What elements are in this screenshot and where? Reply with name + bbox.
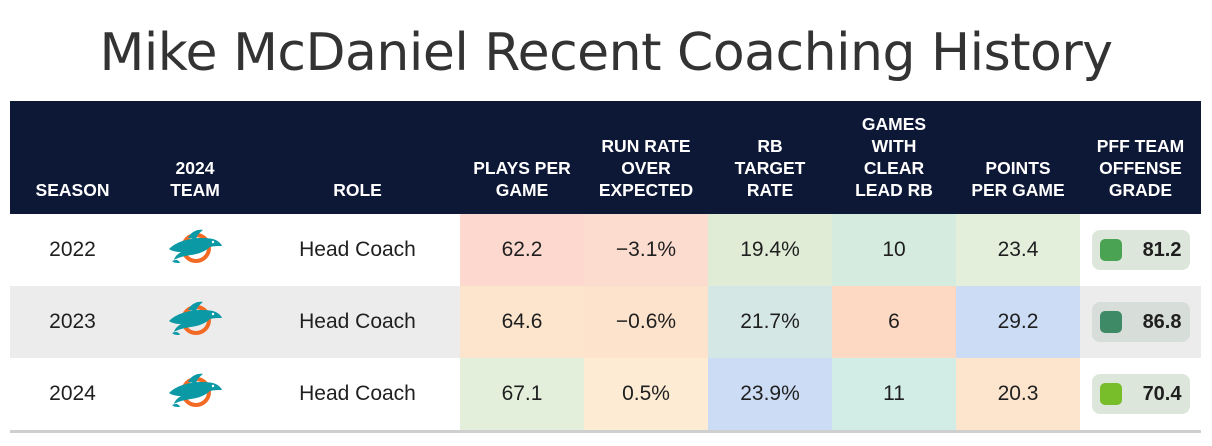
season-cell: 2023	[49, 310, 96, 333]
grade-badge: 86.8	[1091, 302, 1190, 342]
plays-per-game-cell: 67.1	[460, 358, 584, 430]
grade-value: 86.8	[1142, 310, 1182, 333]
season-cell: 2022	[49, 238, 96, 261]
table-header: SEASON 2024 TEAM ROLE PLAYS PER GAME RUN…	[10, 101, 1201, 214]
miami-dolphins-logo-icon	[166, 299, 224, 345]
coaching-history-table: SEASON 2024 TEAM ROLE PLAYS PER GAME RUN…	[10, 101, 1201, 433]
col-header-season[interactable]: SEASON	[35, 180, 110, 200]
table-row: 2024 Head Coach 67.1 0.5% 23.9% 11 20.3 …	[10, 358, 1201, 433]
run-rate-over-expected-cell: 0.5%	[584, 358, 708, 430]
grade-color-swatch	[1099, 239, 1122, 261]
col-header-role[interactable]: ROLE	[333, 180, 382, 200]
rb-target-rate-cell: 23.9%	[708, 358, 832, 430]
grade-value: 70.4	[1142, 382, 1182, 405]
grade-badge: 70.4	[1091, 374, 1190, 414]
rb-target-rate-cell: 19.4%	[708, 214, 832, 286]
page-title: Mike McDaniel Recent Coaching History	[99, 23, 1113, 83]
col-header-pff-grade[interactable]: PFF TEAM OFFENSE GRADE	[1096, 136, 1185, 200]
pff-grade-cell: 86.8	[1080, 286, 1201, 358]
team-cell	[135, 358, 255, 430]
col-header-games-clear-lead-rb[interactable]: GAMES WITH CLEAR LEAD RB	[855, 114, 933, 200]
grade-value: 81.2	[1142, 238, 1182, 261]
grade-badge: 81.2	[1091, 230, 1190, 270]
role-cell: Head Coach	[299, 382, 416, 405]
grade-color-swatch	[1099, 383, 1122, 405]
run-rate-over-expected-cell: −0.6%	[584, 286, 708, 358]
games-clear-lead-rb-cell: 6	[832, 286, 956, 358]
points-per-game-cell: 20.3	[956, 358, 1080, 430]
miami-dolphins-logo-icon	[166, 371, 224, 417]
role-cell: Head Coach	[299, 238, 416, 261]
table-row: 2022 Head Coach 62.2 −3.1% 19.4% 10 23.4…	[10, 214, 1201, 286]
col-header-run-rate-over-expected[interactable]: RUN RATE OVER EXPECTED	[598, 136, 694, 200]
points-per-game-cell: 29.2	[956, 286, 1080, 358]
col-header-rb-target-rate[interactable]: RB TARGET RATE	[734, 136, 806, 200]
role-cell: Head Coach	[299, 310, 416, 333]
rb-target-rate-cell: 21.7%	[708, 286, 832, 358]
games-clear-lead-rb-cell: 10	[832, 214, 956, 286]
miami-dolphins-logo-icon	[166, 227, 224, 273]
table-row: 2023 Head Coach 64.6 −0.6% 21.7% 6 29.2 …	[10, 286, 1201, 358]
season-cell: 2024	[49, 382, 96, 405]
col-header-plays-per-game[interactable]: PLAYS PER GAME	[473, 158, 571, 200]
table-body: 2022 Head Coach 62.2 −3.1% 19.4% 10 23.4…	[10, 214, 1201, 433]
games-clear-lead-rb-cell: 11	[832, 358, 956, 430]
plays-per-game-cell: 64.6	[460, 286, 584, 358]
run-rate-over-expected-cell: −3.1%	[584, 214, 708, 286]
col-header-points-per-game[interactable]: POINTS PER GAME	[971, 158, 1065, 200]
grade-color-swatch	[1099, 311, 1122, 333]
plays-per-game-cell: 62.2	[460, 214, 584, 286]
team-cell	[135, 214, 255, 286]
col-header-team[interactable]: 2024 TEAM	[170, 158, 220, 200]
points-per-game-cell: 23.4	[956, 214, 1080, 286]
pff-grade-cell: 70.4	[1080, 358, 1201, 430]
pff-grade-cell: 81.2	[1080, 214, 1201, 286]
team-cell	[135, 286, 255, 358]
